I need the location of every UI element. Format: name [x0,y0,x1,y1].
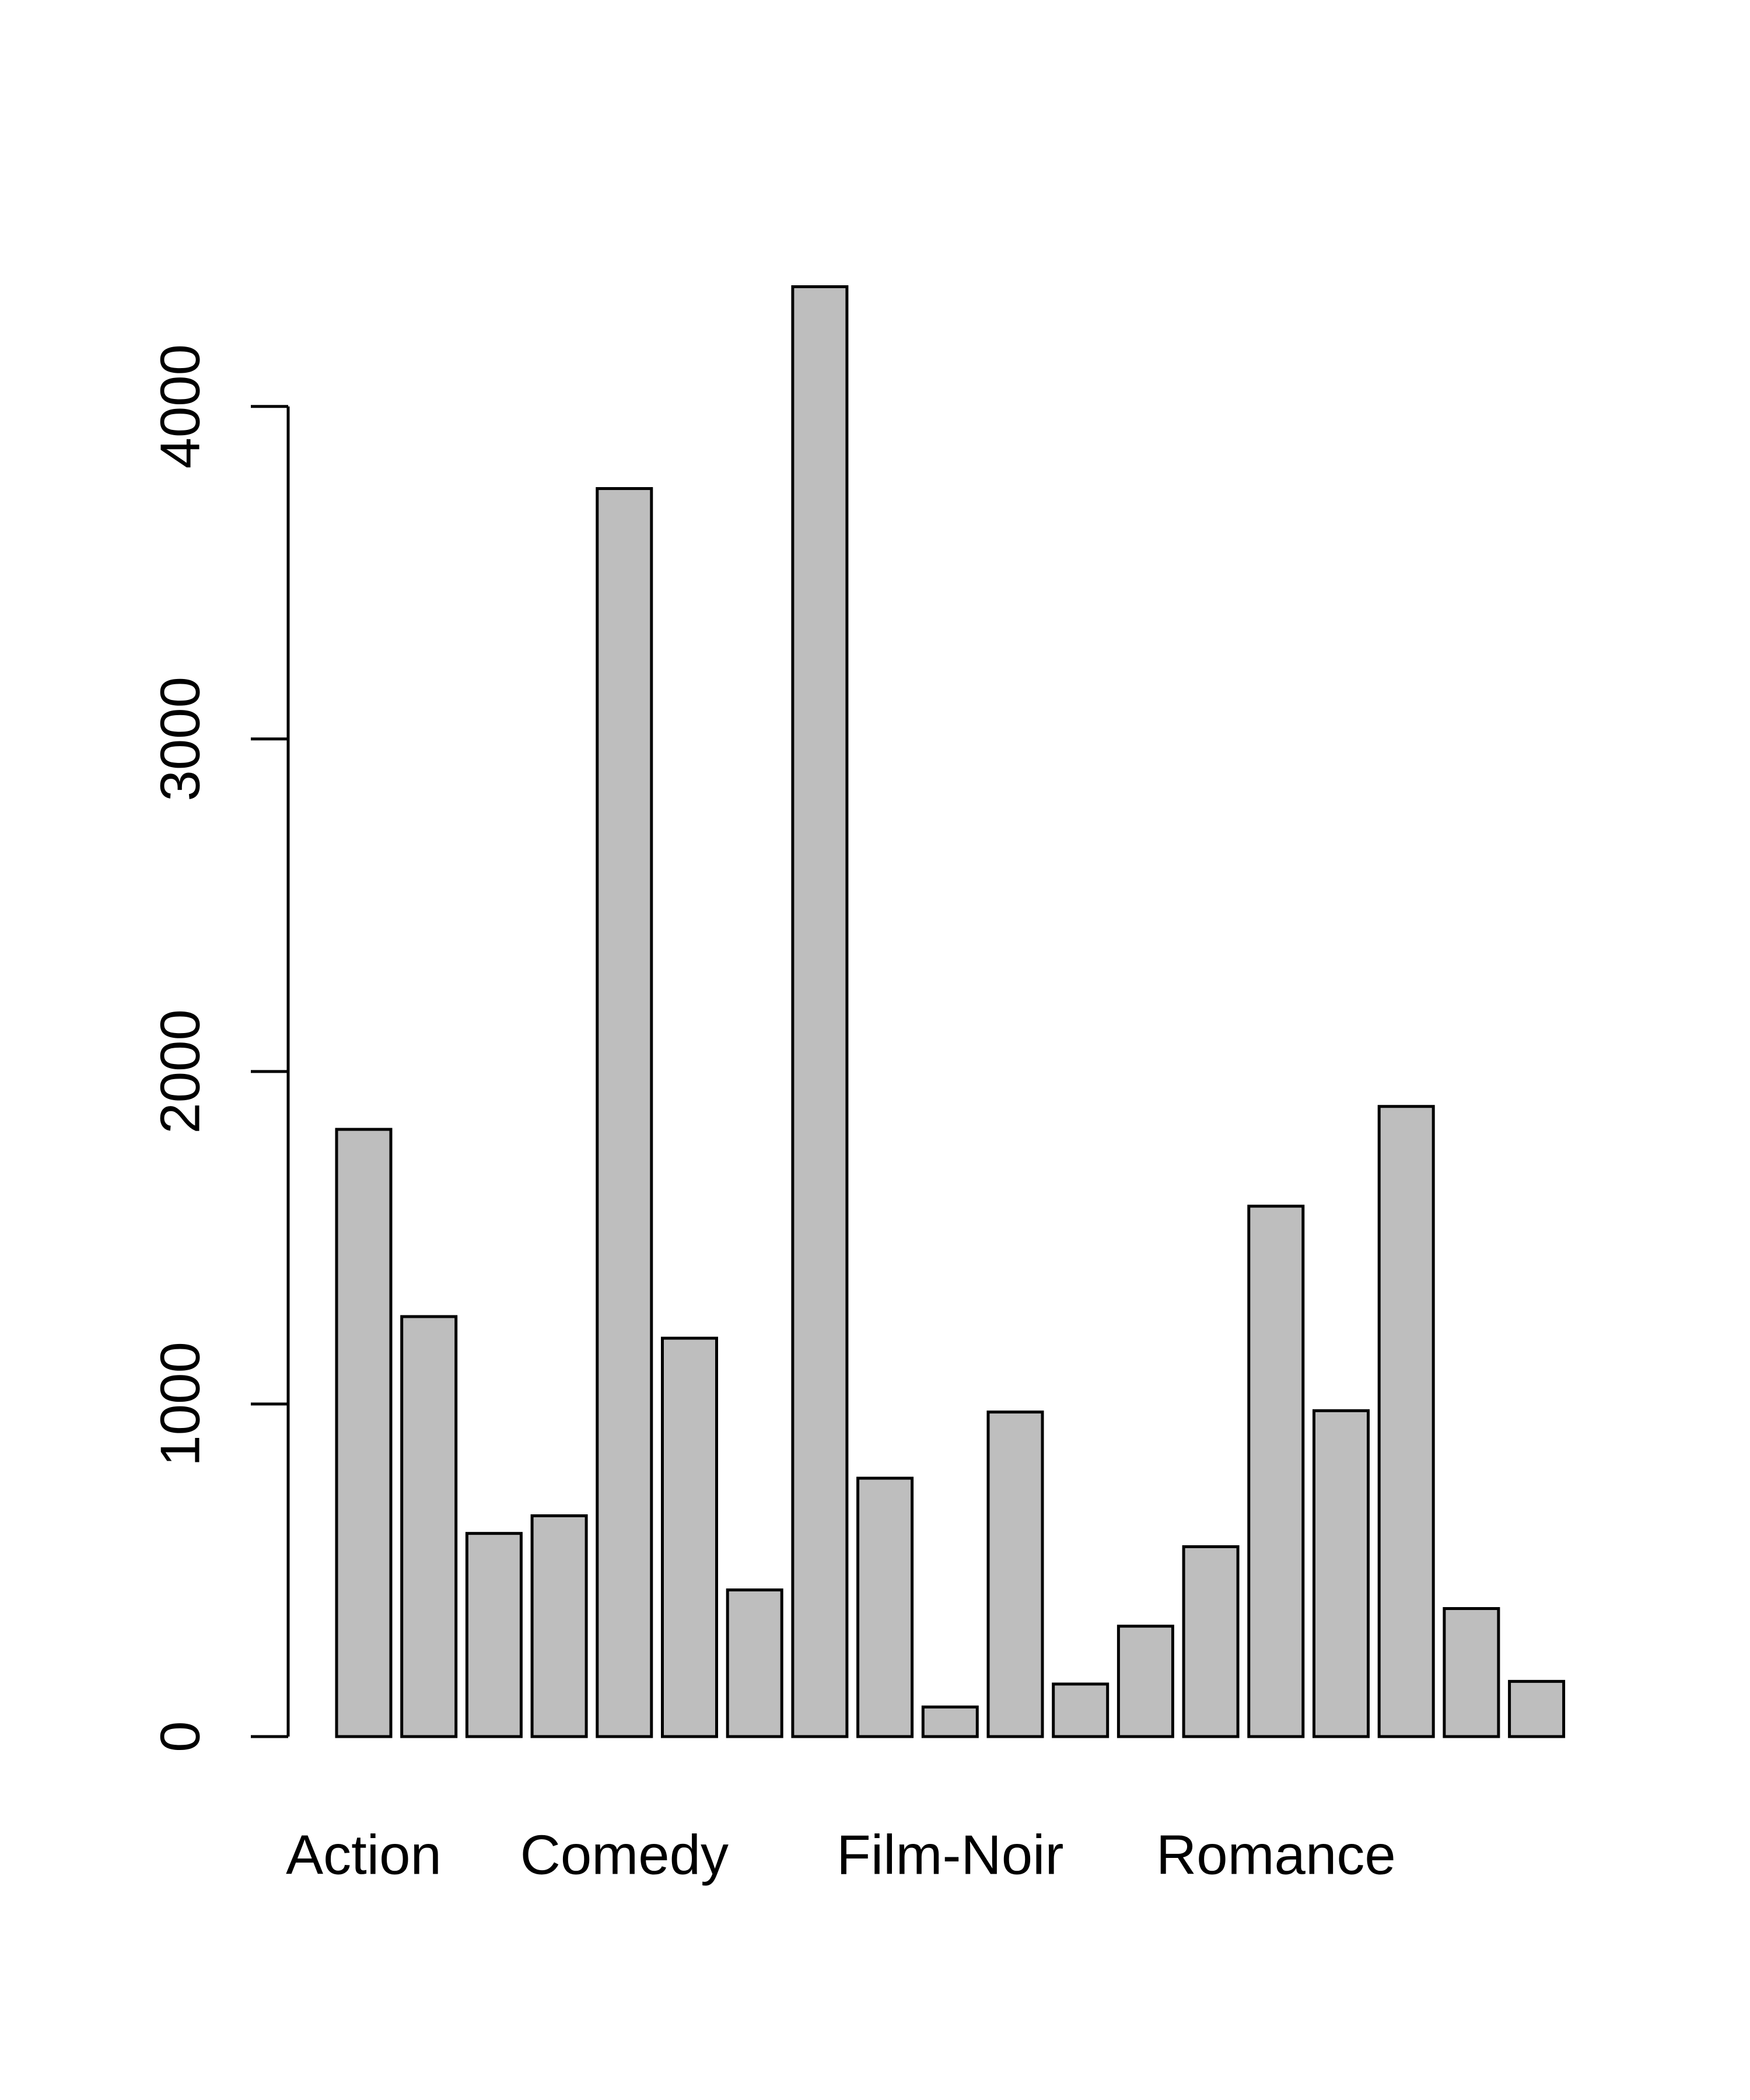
bar [1182,1545,1240,1738]
x-tick-label: Film-Noir [836,1824,1063,1886]
y-tick-label: 0 [149,1721,211,1752]
bar [465,1532,523,1738]
bar [726,1588,783,1738]
x-tick-label: Action [286,1824,442,1886]
bar [1508,1679,1566,1738]
bar [986,1410,1044,1738]
bar [1443,1607,1500,1738]
bar [400,1315,458,1738]
bar [335,1128,393,1738]
bar [921,1705,979,1738]
bar [1247,1205,1305,1738]
bar [1377,1105,1435,1738]
y-tick-label: 2000 [149,1009,211,1134]
bar [856,1476,914,1738]
bar [791,285,849,1738]
x-tick-label: Comedy [520,1824,729,1886]
y-tick-label: 4000 [149,344,211,469]
bar [530,1514,588,1738]
bar [1312,1409,1370,1738]
bar [596,487,653,1738]
bar [1116,1625,1174,1738]
x-tick-label: Romance [1156,1824,1396,1886]
bar [1052,1682,1110,1738]
y-tick-label: 1000 [149,1342,211,1466]
bar [661,1336,718,1738]
y-tick-label: 3000 [149,677,211,802]
